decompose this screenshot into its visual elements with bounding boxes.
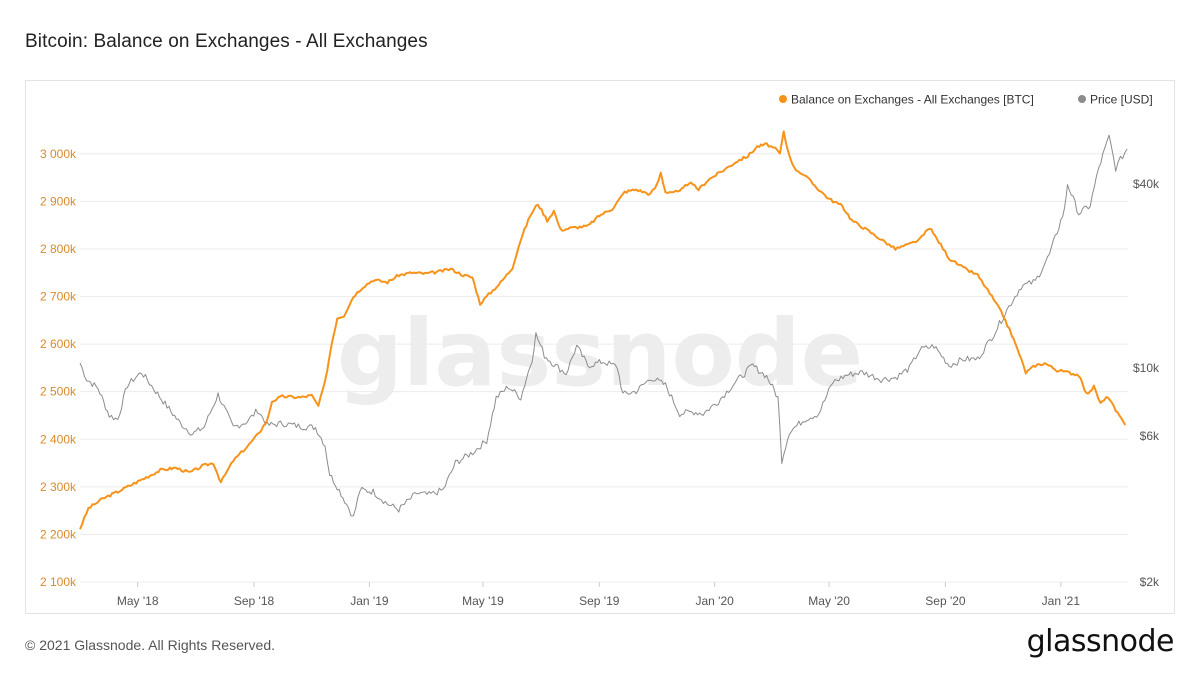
grid-lines — [80, 153, 1128, 583]
x-axis-tick-label: Sep '20 — [925, 594, 966, 608]
watermark: glassnode — [337, 300, 863, 407]
legend: Balance on Exchanges - All Exchanges [BT… — [779, 93, 1153, 107]
left-axis-tick-label: 2 600k — [40, 337, 77, 351]
legend-balance-label: Balance on Exchanges - All Exchanges [BT… — [791, 93, 1034, 107]
left-axis-tick-label: 3 000k — [40, 147, 77, 161]
x-axis: May '18 Sep '18 Jan '19 May '19 Sep '19 Jan '… — [117, 582, 1080, 608]
left-axis-tick-label: 2 300k — [40, 480, 77, 494]
x-axis-tick-label: Sep '18 — [234, 594, 275, 608]
right-axis-tick-label: $40k — [1133, 177, 1160, 191]
left-axis-tick-label: 2 900k — [40, 194, 77, 208]
balance-on-exchanges-line — [79, 130, 1127, 530]
left-axis: 2 100k 2 200k 2 300k 2 400k 2 500k 2 600k 2 70… — [40, 147, 77, 589]
right-axis-tick-label: $6k — [1140, 429, 1160, 443]
x-axis-tick-label: Sep '19 — [579, 594, 620, 608]
chart-frame — [25, 80, 1175, 614]
left-axis-tick-label: 2 500k — [40, 385, 77, 399]
left-axis-tick-label: 2 400k — [40, 432, 77, 446]
left-axis-tick-label: 2 200k — [40, 527, 77, 541]
legend-price-marker — [1078, 95, 1086, 103]
x-axis-tick-label: May '18 — [117, 594, 159, 608]
x-axis-tick-label: May '20 — [808, 594, 850, 608]
price-usd-line — [79, 134, 1128, 517]
series-lines — [79, 130, 1128, 530]
right-axis: $2k $6k $10k $40k — [1133, 177, 1160, 589]
left-axis-tick-label: 2 700k — [40, 290, 77, 304]
x-axis-tick-label: May '19 — [462, 594, 504, 608]
chart-title: Bitcoin: Balance on Exchanges - All Exch… — [25, 31, 428, 52]
x-axis-tick-label: Jan '20 — [696, 594, 735, 608]
x-axis-tick-label: Jan '19 — [350, 594, 389, 608]
legend-balance-marker — [779, 95, 787, 103]
copyright-footer: © 2021 Glassnode. All Rights Reserved. — [25, 637, 276, 653]
legend-price-label: Price [USD] — [1090, 93, 1153, 107]
glassnode-logo: glassnode — [1026, 624, 1175, 659]
x-axis-tick-label: Jan '21 — [1042, 594, 1081, 608]
left-axis-tick-label: 2 800k — [40, 242, 77, 256]
right-axis-tick-label: $10k — [1133, 361, 1160, 375]
right-axis-tick-label: $2k — [1140, 575, 1160, 589]
left-axis-tick-label: 2 100k — [40, 575, 77, 589]
